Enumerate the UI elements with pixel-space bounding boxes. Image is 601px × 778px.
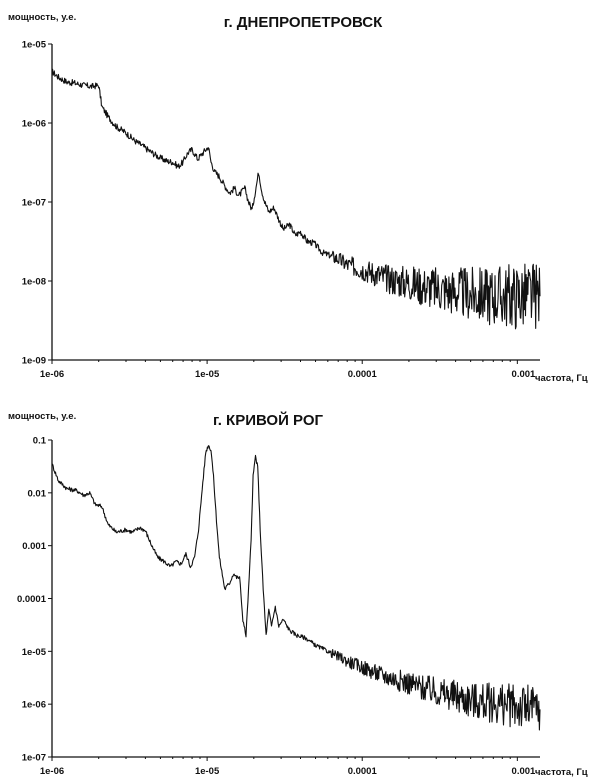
x-tick-label: 1e-05 xyxy=(195,369,220,380)
series-line xyxy=(51,68,541,330)
chart-title: г. ДНЕПРОПЕТРОВСК xyxy=(224,14,383,31)
y-tick-label: 0.1 xyxy=(33,436,47,447)
y-tick-label: 0.001 xyxy=(22,541,46,552)
x-tick-label: 0.0001 xyxy=(348,766,378,777)
y-tick-label: 1e-06 xyxy=(22,700,46,711)
y-axis-label: мощность, у.е. xyxy=(8,411,76,422)
x-tick-label: 0.001 xyxy=(512,369,536,380)
y-tick-label: 0.0001 xyxy=(17,594,47,605)
y-axis-label: мощность, у.е. xyxy=(8,12,76,23)
chart-panel-dnepropetrovsk: г. ДНЕПРОПЕТРОВСК мощность, у.е. 1e-051e… xyxy=(8,12,588,384)
x-tick-label: 0.001 xyxy=(512,766,536,777)
y-tick-label: 1e-05 xyxy=(22,40,47,51)
chart-title: г. КРИВОЙ РОГ xyxy=(213,411,324,429)
x-tick-label: 1e-05 xyxy=(195,766,220,777)
x-ticks: 1e-06 1e-05 0.0001 0.001 xyxy=(40,360,536,380)
y-tick-label: 1e-07 xyxy=(22,753,46,764)
y-tick-label: 1e-06 xyxy=(22,119,46,130)
x-tick-label: 1e-06 xyxy=(40,766,64,777)
y-tick-label: 0.01 xyxy=(28,488,47,499)
series-line xyxy=(51,445,541,731)
x-axis-label: частота, Гц xyxy=(535,373,588,384)
y-tick-label: 1e-08 xyxy=(22,277,46,288)
y-tick-label: 1e-09 xyxy=(22,356,46,367)
x-ticks: 1e-06 1e-05 0.0001 0.001 xyxy=(40,757,536,777)
y-ticks: 1e-05 1e-06 1e-07 1e-08 1e-09 xyxy=(22,40,52,367)
x-axis-label: частота, Гц xyxy=(535,767,588,778)
y-tick-label: 1e-07 xyxy=(22,198,46,209)
x-tick-label: 0.0001 xyxy=(348,369,378,380)
y-tick-label: 1e-05 xyxy=(22,647,47,658)
chart-panel-krivoy-rog: г. КРИВОЙ РОГ мощность, у.е. 0.1 0.01 0.00… xyxy=(8,411,588,778)
y-ticks: 0.1 0.01 0.001 0.0001 1e-05 1e-06 1e-07 xyxy=(17,436,52,764)
x-tick-label: 1e-06 xyxy=(40,369,64,380)
